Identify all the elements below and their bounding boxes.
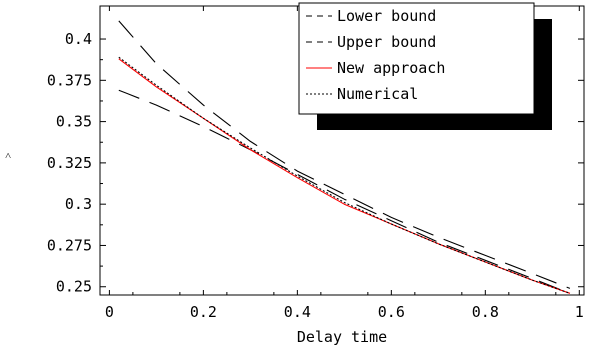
series-line-3 bbox=[118, 56, 571, 294]
y-tick-label: 0.325 bbox=[47, 154, 92, 172]
x-tick-label: 0.6 bbox=[378, 303, 405, 321]
legend-label: Lower bound bbox=[337, 7, 436, 25]
x-tick-label: 0.2 bbox=[190, 303, 217, 321]
x-tick-label: 0.4 bbox=[284, 303, 311, 321]
x-axis-label: Delay time bbox=[297, 328, 387, 346]
y-tick-label: 0.275 bbox=[47, 236, 92, 254]
y-tick-label: 0.375 bbox=[47, 71, 92, 89]
legend-box bbox=[298, 2, 535, 115]
x-tick-label: 1 bbox=[575, 303, 584, 321]
x-tick-label: 0.8 bbox=[472, 303, 499, 321]
y-tick-label: 0.3 bbox=[65, 195, 92, 213]
series-layer bbox=[118, 20, 571, 294]
legend: Lower bound Upper bound New approach Numeri… bbox=[298, 2, 552, 130]
y-axis-ticks: 0.25 0.275 0.3 0.325 0.35 0.375 0.4 bbox=[47, 30, 584, 296]
series-line-0 bbox=[118, 89, 571, 294]
y-axis-label-fragment: ˄ bbox=[5, 149, 11, 162]
legend-label: Upper bound bbox=[337, 33, 436, 51]
x-tick-label: 0 bbox=[105, 303, 114, 321]
legend-label: Numerical bbox=[337, 85, 418, 103]
y-tick-label: 0.4 bbox=[65, 30, 92, 48]
y-tick-label: 0.25 bbox=[56, 278, 92, 296]
legend-label: New approach bbox=[337, 59, 445, 77]
y-tick-label: 0.35 bbox=[56, 113, 92, 131]
